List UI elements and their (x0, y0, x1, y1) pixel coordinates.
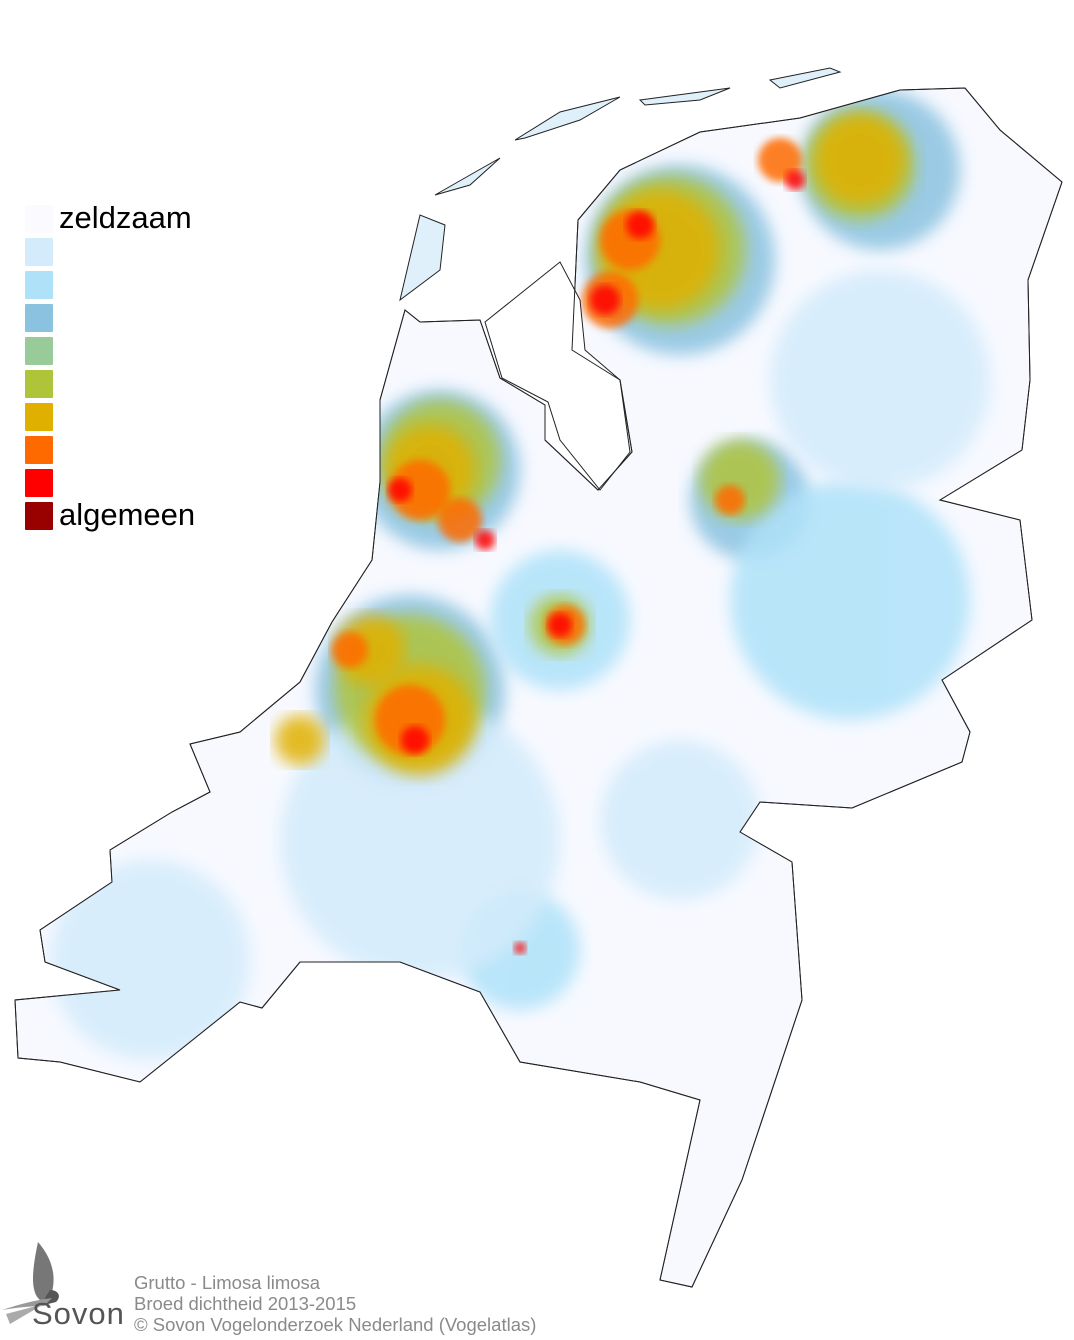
species-title: Grutto - Limosa limosa (134, 1272, 321, 1293)
map-subtitle: Broed dichtheid 2013-2015 (134, 1293, 357, 1314)
wadden-island (399, 214, 446, 302)
legend-swatch (25, 271, 53, 299)
density-patch (280, 700, 560, 980)
map-credits: Grutto - Limosa limosa Broed dichtheid 2… (134, 1272, 536, 1335)
legend-label-top-label: zeldzaam (59, 200, 192, 235)
legend-swatch (25, 370, 53, 398)
sovon-logo-text: Sovon (32, 1296, 125, 1331)
wadden-island (434, 157, 501, 196)
density-patch (548, 613, 572, 637)
wadden-island (768, 67, 842, 89)
density-layer (50, 90, 990, 1060)
legend-swatch (25, 337, 53, 365)
legend-swatch (25, 502, 53, 530)
sovon-swallow-logo (2, 1242, 59, 1324)
density-patch (514, 942, 526, 954)
density-patch (332, 632, 368, 668)
legend-swatch (25, 238, 53, 266)
density-patch (388, 478, 412, 502)
density-patch (815, 115, 905, 205)
legend-label-bottom-label: algemeen (59, 497, 196, 532)
legend-swatch (25, 403, 53, 431)
legend-swatch (25, 304, 53, 332)
density-patch (390, 460, 450, 520)
legend-swatch (25, 205, 53, 233)
density-patch (275, 715, 325, 765)
legend-swatch (25, 469, 53, 497)
density-patch (785, 170, 805, 190)
density-patch (770, 270, 990, 490)
density-patch (600, 740, 760, 900)
legend-swatch (25, 436, 53, 464)
density-patch (626, 211, 654, 239)
density-patch (50, 860, 250, 1060)
wadden-island (638, 87, 731, 106)
copyright: © Sovon Vogelonderzoek Nederland (Vogela… (134, 1314, 537, 1335)
density-patch (475, 530, 495, 550)
ijsselmeer (484, 261, 631, 491)
density-patch (590, 285, 620, 315)
netherlands-land (14, 67, 1063, 1288)
density-patch (438, 498, 482, 542)
mainland-border (14, 87, 1063, 1288)
density-patch (715, 485, 745, 515)
density-patch (401, 726, 429, 754)
density-patch (730, 480, 970, 720)
wadden-island (514, 96, 621, 141)
